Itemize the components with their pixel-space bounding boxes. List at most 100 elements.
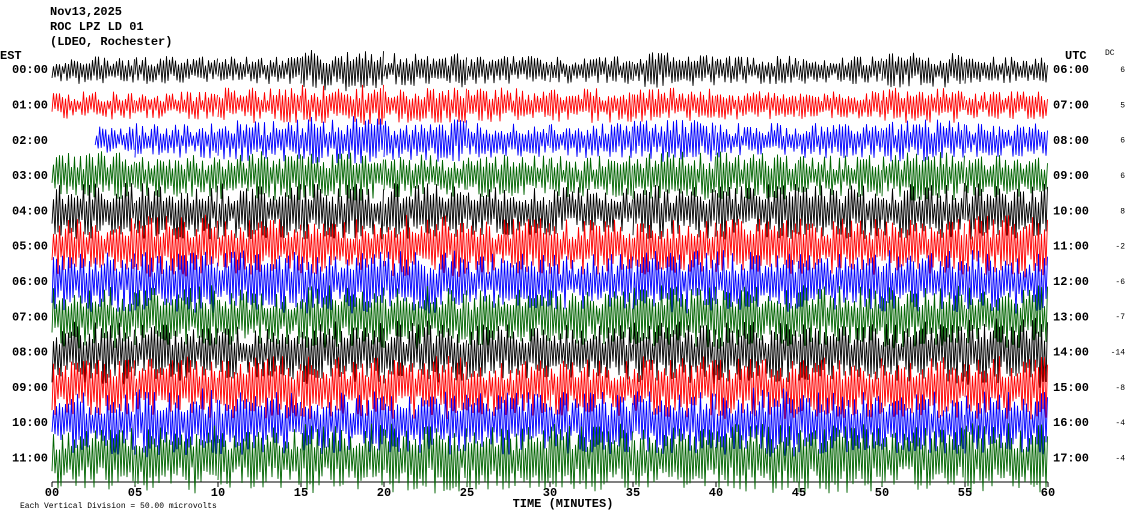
dc-value: 5: [1120, 101, 1125, 110]
trace-segment: [964, 317, 1048, 388]
row-label-right: 10:00: [1053, 204, 1089, 218]
x-tick-label: 15: [294, 486, 308, 500]
row-label-left: 10:00: [12, 416, 48, 430]
trace-segment: [383, 87, 467, 123]
trace-segment: [51, 182, 135, 239]
row-label-right: 13:00: [1053, 310, 1089, 324]
trace-segment: [715, 286, 799, 349]
x-tick-label: 45: [792, 486, 806, 500]
trace-segment: [964, 155, 1048, 198]
trace-segment: [549, 123, 633, 159]
x-tick-label: 40: [709, 486, 723, 500]
trace-segment: [549, 359, 633, 416]
trace-segment: [134, 285, 218, 346]
trace-segment: [383, 154, 467, 198]
trace-segment: [217, 219, 301, 275]
row-label-left: 06:00: [12, 275, 48, 289]
trace-segment: [217, 250, 301, 313]
row-label-right: 16:00: [1053, 416, 1089, 430]
trace-segment: [964, 391, 1048, 455]
dc-value: -14: [1111, 349, 1126, 358]
trace-segment: [466, 218, 550, 274]
dc-value: -4: [1115, 419, 1125, 428]
x-tick-label: 20: [377, 486, 391, 500]
trace-segment: [881, 182, 965, 239]
trace-segment: [715, 151, 799, 200]
row-label-left: 04:00: [12, 204, 48, 218]
footer: Each Vertical Division = 50.00 microvolt…: [20, 502, 217, 511]
trace-segment: [466, 123, 550, 158]
trace-segment: [300, 251, 384, 314]
row-label-left: 09:00: [12, 381, 48, 395]
trace-segment: [466, 187, 550, 236]
row-label-left: 02:00: [12, 134, 48, 148]
trace-segment: [549, 56, 633, 84]
x-tick-label: 05: [128, 486, 142, 500]
trace-segment: [466, 392, 550, 455]
row-label-left: 05:00: [12, 240, 48, 254]
dc-value: -7: [1115, 313, 1125, 322]
row-label-right: 11:00: [1053, 240, 1089, 254]
trace-segment: [881, 52, 965, 88]
trace-segment: [383, 423, 467, 494]
row-label-right: 09:00: [1053, 169, 1089, 183]
trace-segment: [51, 428, 135, 490]
x-tick-label: 25: [460, 486, 474, 500]
trace-segment: [51, 359, 135, 416]
trace-segment: [134, 251, 218, 313]
trace-segment: [217, 326, 301, 380]
dc-value: -4: [1115, 454, 1125, 463]
trace-segment: [466, 87, 550, 122]
x-tick-label: 30: [543, 486, 557, 500]
trace-segment: [798, 253, 882, 310]
row-label-right: 14:00: [1053, 346, 1089, 360]
trace-segment: [134, 425, 218, 494]
trace-segment: [964, 91, 1048, 120]
trace-segment: [383, 391, 467, 455]
trace-segment: [51, 56, 135, 84]
trace-segment: [94, 126, 135, 153]
trace-segment: [964, 285, 1048, 348]
trace-segment: [715, 321, 799, 383]
trace-segment: [300, 321, 384, 384]
dc-value: 6: [1120, 137, 1125, 146]
row-label-left: 03:00: [12, 169, 48, 183]
trace-segment: [798, 123, 882, 159]
trace-segment: [881, 119, 965, 162]
trace-segment: [217, 56, 301, 85]
trace-segment: [217, 183, 301, 240]
row-label-left: 01:00: [12, 98, 48, 112]
trace-segment: [798, 185, 882, 239]
trace-segment: [964, 215, 1048, 278]
trace-segment: [217, 119, 301, 162]
trace-segment: [466, 360, 550, 416]
trace-segment: [300, 116, 384, 164]
trace-segment: [798, 392, 882, 454]
trace-segment: [383, 183, 467, 239]
trace-segment: [134, 324, 218, 381]
trace-segment: [798, 357, 882, 418]
trace-segment: [881, 357, 965, 419]
x-tick-label: 55: [958, 486, 972, 500]
x-tick-label: 60: [1041, 486, 1055, 500]
trace-segment: [300, 219, 384, 275]
trace-segment: [715, 183, 799, 240]
trace-segment: [134, 123, 218, 159]
trace-segment: [300, 84, 384, 125]
trace-segment: [134, 388, 218, 458]
trace-segment: [632, 119, 716, 162]
trace-segment: [51, 392, 135, 455]
x-tick-label: 35: [626, 486, 640, 500]
trace-segment: [217, 289, 301, 345]
trace-segment: [51, 91, 135, 120]
trace-segment: [881, 219, 965, 275]
trace-segment: [466, 154, 550, 197]
trace-segment: [134, 356, 218, 418]
trace-segment: [383, 53, 467, 88]
row-label-left: 08:00: [12, 346, 48, 360]
trace-segment: [466, 56, 550, 84]
trace-segment: [134, 183, 218, 240]
trace-segment: [549, 88, 633, 123]
trace-segment: [632, 151, 716, 200]
